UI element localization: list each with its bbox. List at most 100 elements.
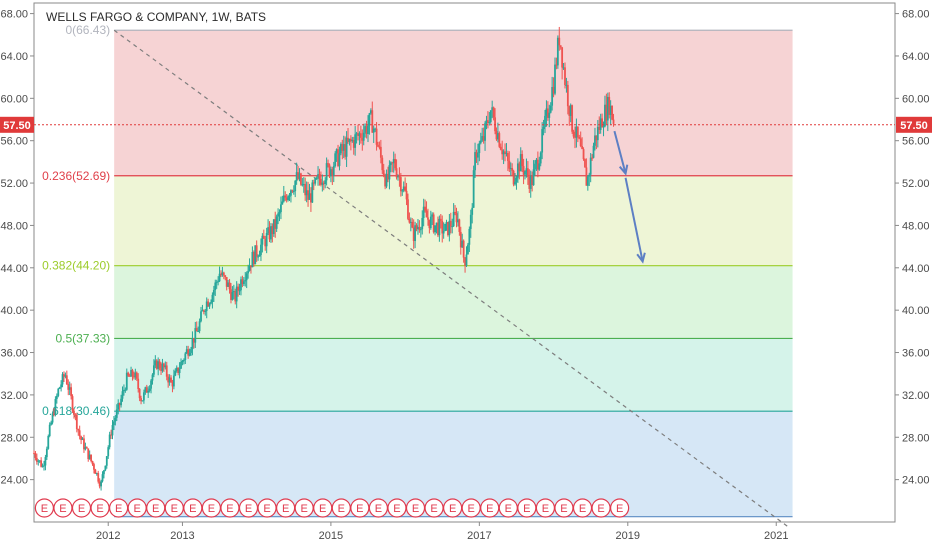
candle-body	[401, 190, 404, 192]
fib-level-label: 0.5(37.33)	[55, 331, 110, 345]
dashed-trend-line[interactable]	[113, 29, 788, 527]
candle-body	[221, 272, 224, 276]
candle-body	[351, 140, 354, 142]
y-tick-label: 44.00	[902, 263, 930, 275]
candle-body	[545, 108, 548, 116]
candle-body	[61, 374, 64, 385]
y-tick-label-left: 64.00	[0, 51, 28, 63]
candle-body	[374, 128, 377, 130]
candle-body	[516, 163, 519, 178]
candle-body	[57, 388, 60, 396]
candle-body	[572, 131, 575, 137]
candle-body	[515, 177, 518, 182]
projection-arrow[interactable]	[613, 130, 627, 174]
candle-body	[85, 447, 88, 449]
candle-body	[482, 136, 485, 141]
candle-body	[329, 169, 332, 177]
y-tick-label: 60.00	[902, 93, 930, 105]
candle-body	[260, 244, 262, 255]
candle-body	[421, 217, 424, 230]
candle-body	[461, 240, 464, 248]
candle-body	[442, 230, 445, 234]
candle-body	[465, 254, 468, 266]
current-price-tag-left	[0, 116, 34, 133]
candle-body	[210, 302, 212, 304]
candle-body	[564, 67, 566, 85]
candle-body	[135, 372, 138, 379]
y-tick-label: 36.00	[902, 348, 930, 360]
candle-body	[538, 163, 541, 170]
candle-body	[87, 448, 90, 460]
candle-body	[295, 172, 298, 181]
candle-body	[230, 289, 232, 300]
candle-body	[53, 413, 55, 415]
candle-body	[364, 126, 367, 133]
candle-body	[232, 291, 235, 293]
candle-body	[427, 217, 429, 220]
fib-zone	[114, 265, 793, 339]
candle-body	[566, 84, 569, 107]
candle-body	[425, 210, 428, 218]
fib-level-lines: 0(66.43) 0.236(52.69) 0.382(44.20) 0.5(37.3…	[42, 23, 793, 418]
candle-body	[228, 282, 231, 290]
candle-body	[177, 367, 180, 374]
candle-body	[174, 371, 177, 376]
candle-body	[594, 135, 596, 146]
candle-body	[65, 375, 68, 385]
x-tick-label: 2013	[170, 530, 194, 542]
candle-body	[184, 353, 187, 361]
candle-body	[310, 193, 312, 203]
candle-body	[556, 37, 559, 66]
candle-body	[399, 177, 402, 192]
candle-body	[362, 132, 365, 141]
candle-body	[250, 265, 252, 268]
candle-body	[475, 152, 478, 158]
y-tick-label-left: 32.00	[0, 390, 28, 402]
candle-body	[111, 425, 114, 436]
candle-body	[375, 128, 378, 145]
trend-line[interactable]	[113, 29, 788, 527]
candle-body	[344, 144, 347, 157]
candle-body	[68, 387, 71, 390]
fib-level-label: 0.236(52.69)	[42, 169, 110, 183]
y-axis-right: 24.00 28.00 32.00 36.00 40.00 44.00 48.00 52.00…	[895, 9, 930, 487]
candle-body	[191, 338, 194, 350]
candle-body	[404, 186, 407, 191]
candle-body	[175, 367, 178, 372]
candle-body	[151, 374, 154, 381]
candle-body	[147, 390, 150, 393]
candle-body	[268, 227, 271, 240]
candle-body	[371, 110, 374, 133]
projection-arrows[interactable]	[613, 130, 646, 264]
candle-body	[574, 136, 576, 138]
candle-body	[202, 310, 205, 312]
candle-body	[113, 421, 115, 426]
candle-body	[98, 481, 101, 487]
earnings-marker-label: E	[542, 503, 549, 515]
candle-body	[409, 221, 412, 223]
x-axis: 2012 2013 2015 2017 2019 2021	[96, 522, 788, 542]
candle-body	[372, 128, 375, 133]
candle-body	[262, 235, 265, 239]
candle-body	[71, 396, 74, 411]
candle-body	[208, 303, 211, 307]
candle-body	[414, 225, 417, 242]
candle-body	[459, 231, 462, 248]
candle-body	[197, 331, 200, 333]
candle-body	[437, 222, 439, 236]
projection-arrow[interactable]	[624, 177, 644, 262]
candle-body	[494, 117, 496, 132]
candle-body	[281, 201, 284, 205]
candle-body	[524, 171, 526, 175]
candle-body	[185, 349, 188, 354]
earnings-marker-label: E	[486, 503, 493, 515]
candle-body	[258, 254, 261, 257]
candle-body	[365, 126, 368, 135]
candle-body	[100, 481, 102, 487]
candle-body	[64, 375, 67, 377]
candle-body	[224, 275, 227, 278]
candle-body	[559, 45, 562, 48]
candle-body	[477, 153, 479, 158]
candle-body	[304, 184, 307, 196]
